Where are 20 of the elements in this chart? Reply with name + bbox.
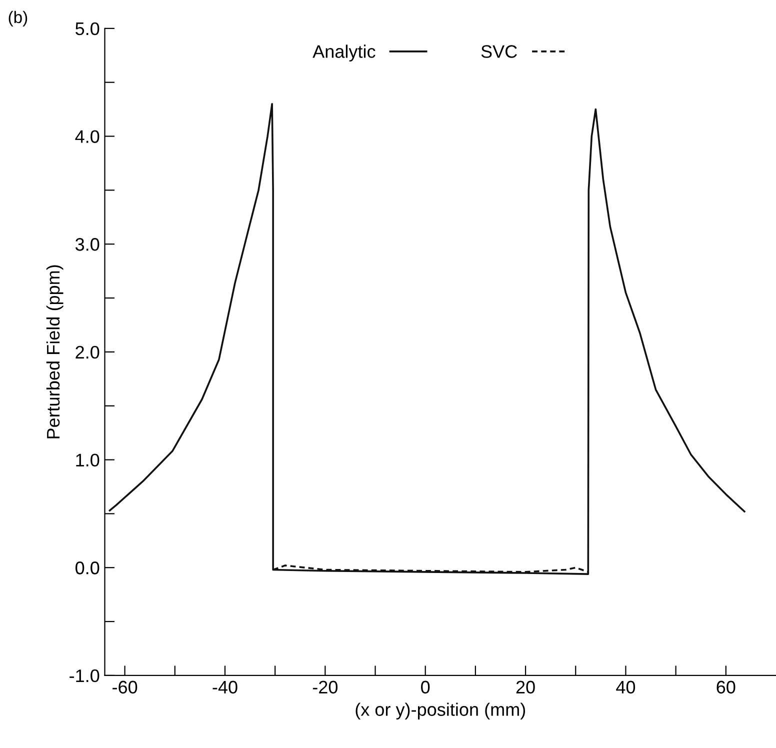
text: (b)	[8, 10, 28, 26]
x-tick-label: 60	[716, 680, 736, 694]
y-tick-label: -1.0	[70, 669, 100, 682]
y-tick-label: 2.0	[76, 346, 100, 359]
x-tick-label: -60	[112, 680, 138, 694]
y-tick-label: 3.0	[75, 238, 100, 251]
x-tick-label: 0	[421, 680, 430, 694]
y-tick-label: 5.0	[76, 22, 100, 36]
legend-label: SVC	[481, 45, 517, 58]
x-tick-label: 20	[516, 680, 535, 694]
x-tick-label: 40	[616, 680, 636, 694]
x-axis-title: (x or y)-position (mm)	[356, 702, 526, 720]
x-tick-label: -40	[212, 680, 238, 694]
y-tick-label: 1.0	[76, 454, 100, 466]
y-tick-label: 0.0	[76, 562, 100, 574]
line-series	[108, 103, 746, 575]
y-tick-label: 4.0	[75, 130, 100, 143]
x-tick-label: -20	[312, 680, 338, 694]
legend-label: Analytic	[312, 44, 376, 62]
y-axis-title: Perturbed Field (ppm)	[46, 265, 64, 438]
